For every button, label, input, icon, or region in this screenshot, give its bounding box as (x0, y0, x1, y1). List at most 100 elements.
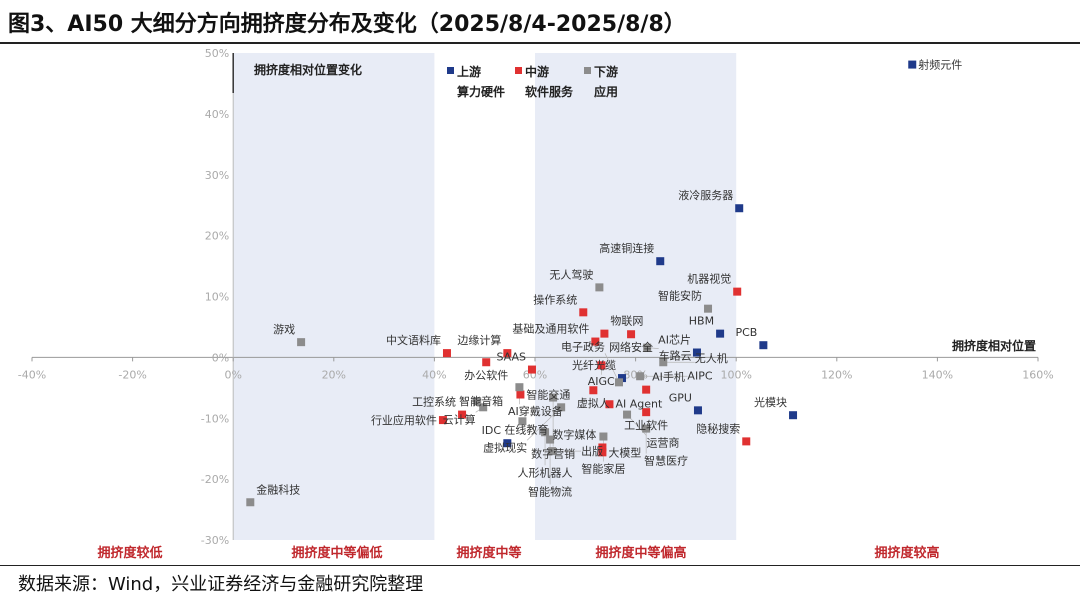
point-midstream (579, 308, 588, 317)
x-tick-label: -20% (118, 368, 146, 381)
legend-sublabel-midstream: 软件服务 (525, 84, 574, 99)
point-midstream (642, 385, 651, 394)
point-upstream (693, 406, 702, 415)
legend-label-downstream: 下游 (594, 64, 618, 79)
point-label: 智能音箱 (459, 394, 503, 408)
point-label: 办公软件 (464, 368, 508, 382)
zone-label: 拥挤度较低 (97, 545, 162, 561)
point-downstream (615, 378, 624, 387)
point-label: AI穿戴设备 (508, 404, 563, 418)
zone-label: 拥挤度较高 (874, 545, 939, 561)
point-label: HBM (689, 315, 714, 328)
point-midstream (438, 416, 447, 425)
x-tick-label: 100% (720, 368, 751, 381)
y-tick-label: 50% (205, 47, 229, 60)
point-downstream (518, 417, 527, 426)
point-midstream (600, 329, 609, 338)
point-label: 金融科技 (256, 482, 300, 496)
point-label: AI Agent (615, 398, 663, 411)
y-tick-label: -10% (201, 412, 229, 425)
point-label: 物联网 (610, 314, 643, 328)
point-label: 光模块 (754, 395, 787, 409)
point-downstream (515, 383, 524, 392)
point-downstream (546, 435, 555, 444)
x-tick-label: 160% (1022, 368, 1053, 381)
point-downstream (595, 283, 604, 292)
y-tick-label: -30% (201, 534, 229, 547)
point-upstream (789, 411, 798, 420)
point-midstream (503, 349, 512, 358)
point-midstream (442, 349, 451, 358)
point-label: 智能安防 (658, 289, 702, 303)
zone-label: 拥挤度中等偏低 (291, 545, 382, 561)
point-label: 液冷服务器 (678, 188, 733, 202)
point-label: 工业软件 (624, 418, 668, 432)
point-label: 无人驾驶 (549, 267, 593, 281)
point-label: 无人机 (695, 351, 728, 365)
point-midstream (627, 330, 636, 339)
x-tick-label: 140% (922, 368, 953, 381)
legend-swatch-downstream (584, 67, 591, 74)
point-label: GPU (669, 391, 692, 404)
point-midstream (597, 361, 606, 370)
point-label: 射频元件 (918, 58, 962, 72)
label-leader-line (604, 353, 620, 383)
legend-sublabel-upstream: 算力硬件 (457, 84, 505, 99)
point-midstream (589, 386, 598, 395)
zone-label: 拥挤度中等偏高 (595, 545, 686, 561)
point-midstream (458, 410, 467, 419)
point-label: 智能交通 (526, 388, 570, 402)
point-midstream (516, 390, 525, 399)
x-tick-label: 120% (821, 368, 852, 381)
figure-title: 图3、AI50 大细分方向拥挤度分布及变化（2025/8/4-2025/8/8） (8, 12, 686, 37)
source-note: 数据来源：Wind，兴业证券经济与金融研究院整理 (18, 574, 424, 595)
point-downstream (473, 397, 482, 406)
point-downstream (246, 498, 255, 507)
band-low-mid (233, 53, 435, 540)
point-label: 行业应用软件 (371, 413, 437, 427)
point-midstream (733, 287, 742, 296)
point-label: 智慧医疗 (644, 454, 688, 468)
point-label: AI手机 (652, 370, 685, 384)
label-leader-line (526, 407, 562, 441)
point-label: 大模型 (608, 445, 641, 459)
point-downstream (557, 403, 566, 412)
point-upstream (735, 204, 744, 213)
x-tick-label: 0% (224, 368, 241, 381)
point-downstream (636, 372, 645, 381)
point-label: 中文语料库 (386, 333, 441, 347)
point-label: PCB (735, 326, 757, 339)
point-midstream (591, 337, 600, 346)
x-axis-title: 拥挤度相对位置 (952, 338, 1036, 353)
point-label: 智能家居 (581, 462, 625, 476)
point-downstream (548, 447, 557, 456)
point-midstream (598, 448, 607, 457)
zone-label: 拥挤度中等 (456, 545, 521, 561)
point-label: 机器视觉 (687, 272, 731, 286)
point-label: SAAS (496, 351, 526, 364)
point-upstream (716, 329, 725, 338)
point-label: AIPC (687, 370, 712, 383)
point-label: 出版 (581, 444, 603, 458)
x-tick-label: 80% (623, 368, 647, 381)
point-label: 电子政务 (561, 339, 605, 353)
legend-swatch-midstream (515, 67, 522, 74)
legend-swatch-upstream (447, 67, 454, 74)
point-label: 智能物流 (528, 485, 572, 499)
point-label: 边缘计算 (457, 333, 501, 347)
point-label: 运营商 (647, 436, 680, 450)
point-label: IDC (482, 424, 502, 437)
point-downstream (549, 393, 558, 402)
point-label: 游戏 (273, 323, 295, 336)
chart-title: 拥挤度相对位置变化 (254, 62, 362, 77)
point-upstream (759, 341, 768, 350)
point-label: 人形机器人 (518, 465, 573, 479)
point-label: 虚拟人 (577, 396, 610, 410)
point-midstream (527, 365, 536, 374)
point-upstream (692, 348, 701, 357)
point-downstream (599, 432, 608, 441)
point-midstream (642, 408, 651, 417)
point-label: 数字营销 (531, 447, 575, 461)
point-label: AI芯片 (658, 333, 691, 347)
x-tick-label: 40% (422, 368, 446, 381)
